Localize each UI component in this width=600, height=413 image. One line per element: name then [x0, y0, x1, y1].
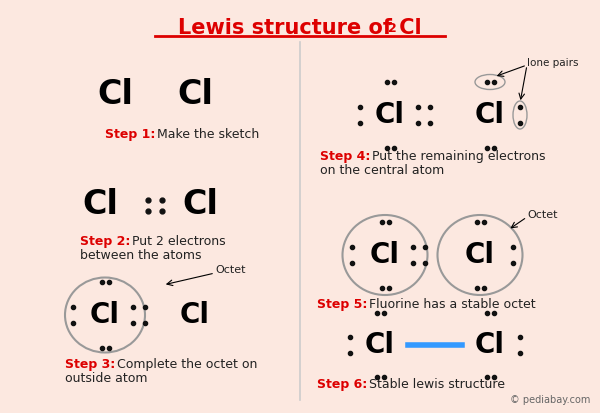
Text: Cl: Cl [82, 188, 118, 221]
Text: lone pairs: lone pairs [527, 58, 578, 68]
Text: Step 4:: Step 4: [320, 150, 370, 163]
Text: Lewis structure of Cl: Lewis structure of Cl [178, 18, 422, 38]
Text: Cl: Cl [182, 188, 218, 221]
Text: Step 1:: Step 1: [105, 128, 155, 141]
Text: Cl: Cl [465, 241, 495, 269]
Text: Fluorine has a stable octet: Fluorine has a stable octet [365, 298, 536, 311]
Text: between the atoms: between the atoms [80, 249, 202, 262]
Text: Octet: Octet [215, 265, 245, 275]
Text: Cl: Cl [177, 78, 213, 112]
Text: Make the sketch: Make the sketch [153, 128, 259, 141]
Text: Cl: Cl [97, 78, 133, 112]
Text: Stable lewis structure: Stable lewis structure [365, 378, 505, 391]
Text: Step 5:: Step 5: [317, 298, 367, 311]
Text: Cl: Cl [365, 331, 395, 359]
Text: Step 6:: Step 6: [317, 378, 367, 391]
Text: Put 2 electrons: Put 2 electrons [128, 235, 226, 248]
Text: Step 3:: Step 3: [65, 358, 115, 371]
Text: Complete the octet on: Complete the octet on [113, 358, 257, 371]
Text: Octet: Octet [527, 210, 557, 220]
Text: 2: 2 [388, 22, 397, 35]
Text: Cl: Cl [370, 241, 400, 269]
Text: © pediabay.com: © pediabay.com [509, 395, 590, 405]
Text: on the central atom: on the central atom [320, 164, 444, 177]
Text: outside atom: outside atom [65, 372, 148, 385]
Text: Cl: Cl [90, 301, 120, 329]
Text: Cl: Cl [475, 101, 505, 129]
Text: Put the remaining electrons: Put the remaining electrons [368, 150, 545, 163]
Text: Cl: Cl [475, 331, 505, 359]
Text: Cl: Cl [375, 101, 405, 129]
Text: Step 2:: Step 2: [80, 235, 130, 248]
Text: Cl: Cl [180, 301, 210, 329]
